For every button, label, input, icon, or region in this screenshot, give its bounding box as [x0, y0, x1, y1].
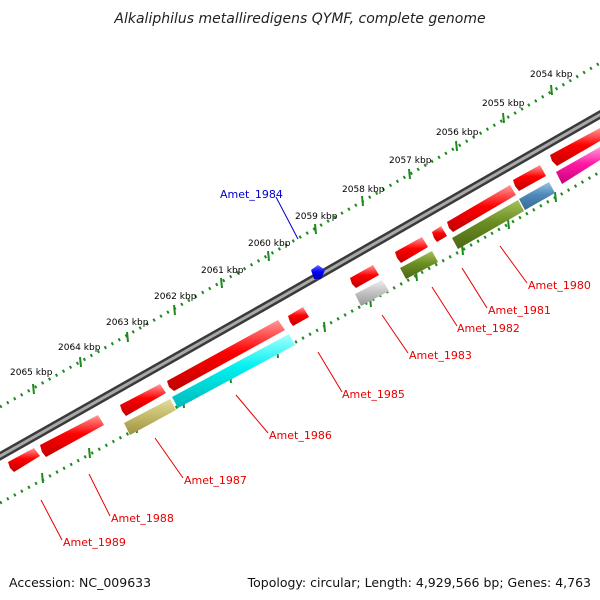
scale-tick-outer: [267, 250, 270, 262]
gene-amet-1984-arrow[interactable]: [311, 265, 325, 279]
scale-tick-label: 2065 kbp: [10, 368, 53, 378]
scale-tick-label: 2061 kbp: [201, 266, 244, 276]
leader-amet-1982: [431, 286, 458, 327]
gene-block-red-2[interactable]: [40, 415, 104, 457]
scale-tick-inner: [507, 218, 510, 230]
scale-tick-label: 2063 kbp: [106, 318, 149, 328]
scale-tick-outer: [32, 383, 35, 395]
scale-tick-label: 2060 kbp: [248, 239, 291, 249]
scale-ticks: [32, 84, 557, 484]
reverse-strand-features: [8, 128, 600, 472]
gene-block-red-8[interactable]: [432, 226, 447, 242]
gene-label-amet-1980[interactable]: Amet_1980: [528, 279, 591, 292]
scale-tick-inner: [88, 447, 91, 459]
leader-amet-1980: [499, 245, 528, 284]
gene-label-amet-1989[interactable]: Amet_1989: [63, 536, 126, 549]
leader-amet-1983: [381, 314, 409, 354]
scale-tick-outer: [220, 277, 223, 289]
scale-tick-inner: [41, 472, 44, 484]
gene-block-red-11[interactable]: [550, 128, 600, 166]
scale-tick-label: 2058 kbp: [342, 185, 385, 195]
cog-block-olive-1[interactable]: [400, 251, 438, 279]
scale-tick-label: 2057 kbp: [389, 156, 432, 166]
cog-block-olive-2[interactable]: [452, 200, 524, 249]
gene-label-amet-1984[interactable]: Amet_1984: [220, 188, 283, 201]
cog-block-grey[interactable]: [355, 280, 389, 306]
scale-tick-label: 2055 kbp: [482, 99, 525, 109]
map-title: Alkaliphilus metalliredigens QYMF, compl…: [113, 11, 485, 27]
scale-tick-label: 2059 kbp: [295, 212, 338, 222]
scale-tick-outer: [455, 140, 458, 152]
leader-amet-1988: [88, 473, 111, 517]
scale-tick-label: 2062 kbp: [154, 292, 197, 302]
gene-block-red-10[interactable]: [513, 165, 546, 191]
scale-tick-outer: [550, 84, 553, 96]
scale-ring-outer: [0, 61, 600, 409]
leader-amet-1984: [275, 196, 299, 240]
leader-amet-1986: [235, 394, 269, 434]
scale-tick-outer: [502, 112, 505, 124]
scale-tick-inner: [554, 191, 557, 203]
scale-tick-outer: [361, 195, 364, 207]
scale-tick-outer: [314, 223, 317, 235]
gene-block-red-9[interactable]: [447, 185, 516, 232]
gene-block-red-1[interactable]: [8, 448, 40, 472]
scale-tick-outer: [126, 331, 129, 343]
gene-label-amet-1981[interactable]: Amet_1981: [488, 304, 551, 317]
cog-block-steel[interactable]: [519, 182, 555, 210]
leader-amet-1987: [154, 437, 184, 479]
gene-block-red-5[interactable]: [288, 307, 309, 326]
scale-tick-outer: [173, 304, 176, 316]
gene-label-amet-1986[interactable]: Amet_1986: [269, 429, 332, 442]
scale-tick-labels: 2054 kbp 2055 kbp 2056 kbp 2057 kbp 2058 kbp…: [10, 70, 573, 378]
gene-block-red-6[interactable]: [350, 265, 379, 288]
gene-label-amet-1987[interactable]: Amet_1987: [184, 474, 247, 487]
scale-tick-inner: [461, 244, 464, 256]
forward-strand-features: [311, 265, 325, 279]
scale-tick-label: 2064 kbp: [58, 343, 101, 353]
gene-labels: Amet_1980 Amet_1981 Amet_1982 Amet_1983 …: [63, 188, 591, 549]
gene-label-amet-1988[interactable]: Amet_1988: [111, 512, 174, 525]
gene-block-red-7[interactable]: [395, 237, 428, 263]
scale-tick-label: 2056 kbp: [436, 128, 479, 138]
scale-tick-label: 2054 kbp: [530, 70, 573, 80]
scale-tick-inner: [323, 321, 326, 333]
scale-tick-outer: [79, 356, 82, 368]
cog-block-khaki[interactable]: [124, 399, 176, 435]
label-leaders: [40, 196, 528, 541]
cog-block-pink[interactable]: [556, 147, 600, 184]
leader-amet-1985: [317, 351, 343, 393]
gene-label-amet-1983[interactable]: Amet_1983: [409, 349, 472, 362]
genome-backbone-highlight: [0, 112, 600, 458]
accession-text: Accession: NC_009633: [9, 575, 152, 590]
scale-tick-outer: [408, 168, 411, 180]
cog-block-cyan[interactable]: [172, 334, 295, 408]
gene-label-amet-1982[interactable]: Amet_1982: [457, 322, 520, 335]
gene-label-amet-1985[interactable]: Amet_1985: [342, 388, 405, 401]
gene-block-red-3[interactable]: [120, 384, 166, 416]
genome-summary-text: Topology: circular; Length: 4,929,566 bp…: [247, 575, 591, 590]
leader-amet-1981: [461, 267, 488, 309]
leader-amet-1989: [40, 499, 63, 541]
gene-block-red-4[interactable]: [167, 320, 285, 391]
